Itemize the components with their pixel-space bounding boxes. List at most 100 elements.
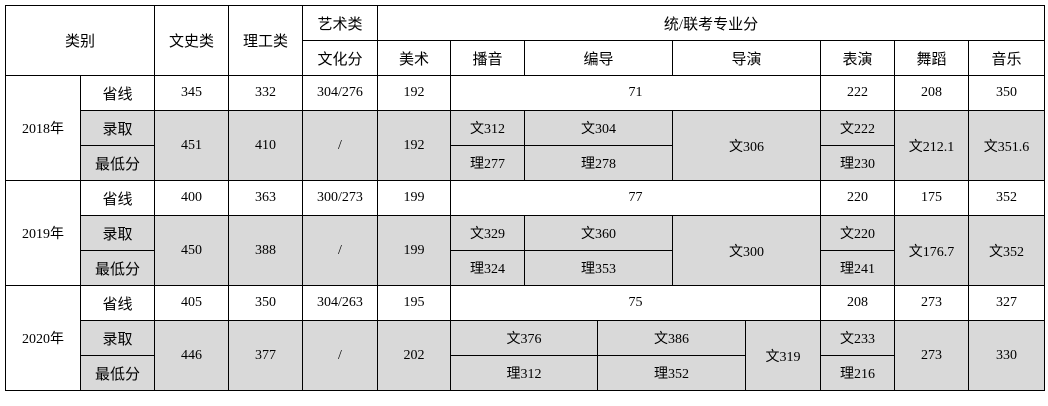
cell: 文300 bbox=[672, 215, 821, 286]
cell: 理312 bbox=[450, 355, 598, 391]
header-art: 艺术类 bbox=[302, 5, 378, 41]
cell: 理216 bbox=[820, 355, 895, 391]
cell: 文352 bbox=[968, 215, 1045, 286]
cell: 文319 bbox=[745, 320, 821, 391]
cell: 77 bbox=[450, 180, 821, 216]
row-label-admission: 录取 bbox=[80, 110, 155, 146]
cell: 理324 bbox=[450, 250, 525, 286]
row-label-admission: 录取 bbox=[80, 320, 155, 356]
cell: 199 bbox=[377, 180, 451, 216]
cell: 192 bbox=[377, 110, 451, 181]
cell: 222 bbox=[820, 75, 895, 111]
cell: 330 bbox=[968, 320, 1045, 391]
cell: 文312 bbox=[450, 110, 525, 146]
header-joint-exam: 统/联考专业分 bbox=[377, 5, 1045, 41]
header-row-2: 文化分 美术 播音 编导 导演 表演 舞蹈 音乐 bbox=[6, 40, 1045, 76]
header-dance: 舞蹈 bbox=[894, 40, 969, 76]
header-science: 理工类 bbox=[228, 5, 303, 76]
table-row: 录取 450 388 / 199 文329 文360 文300 文220 文17… bbox=[6, 215, 1045, 286]
cell: 文176.7 bbox=[894, 215, 969, 286]
cell: 400 bbox=[154, 180, 229, 216]
cell: 451 bbox=[154, 110, 229, 181]
cell: 192 bbox=[377, 75, 451, 111]
row-label-province: 省线 bbox=[80, 285, 155, 321]
header-category: 类别 bbox=[5, 5, 155, 76]
table-row: 2018年 省线 345 332 304/276 192 71 222 208 … bbox=[5, 75, 1045, 181]
cell: 理230 bbox=[820, 145, 895, 181]
cell: 文222 bbox=[820, 110, 895, 146]
cell: / bbox=[302, 110, 378, 181]
cell: 350 bbox=[228, 285, 303, 321]
header-acting: 表演 bbox=[820, 40, 895, 76]
cell: 理241 bbox=[820, 250, 895, 286]
cell: 304/276 bbox=[302, 75, 378, 111]
cell: 388 bbox=[228, 215, 303, 286]
header-music: 音乐 bbox=[968, 40, 1045, 76]
cell: 文329 bbox=[450, 215, 525, 251]
header-art-culture: 文化分 bbox=[302, 40, 378, 76]
row-label-province: 省线 bbox=[80, 75, 155, 111]
header-film-directing: 导演 bbox=[672, 40, 821, 76]
cell: 理278 bbox=[524, 145, 673, 181]
table-row: 最低分 理312 理352 理216 bbox=[6, 355, 1045, 391]
cell: 理353 bbox=[524, 250, 673, 286]
row-label-admission: 录取 bbox=[80, 215, 155, 251]
cell: / bbox=[302, 215, 378, 286]
cell: 202 bbox=[377, 320, 451, 391]
cell: 文306 bbox=[672, 110, 821, 181]
row-label-min-score: 最低分 bbox=[80, 145, 155, 181]
cell: / bbox=[302, 320, 378, 391]
cell: 175 bbox=[894, 180, 969, 216]
cell: 文304 bbox=[524, 110, 673, 146]
cell: 208 bbox=[894, 75, 969, 111]
cell: 273 bbox=[894, 285, 969, 321]
cell: 文376 bbox=[450, 320, 598, 356]
cell: 300/273 bbox=[302, 180, 378, 216]
cell: 220 bbox=[820, 180, 895, 216]
table-row: 录取 446 377 / 202 文376 文386 文319 文233 273… bbox=[6, 320, 1045, 391]
cell: 350 bbox=[968, 75, 1045, 111]
year-cell: 2018年 bbox=[5, 75, 81, 181]
cell: 文386 bbox=[597, 320, 746, 356]
header-directing: 编导 bbox=[524, 40, 673, 76]
cell: 304/263 bbox=[302, 285, 378, 321]
cell: 75 bbox=[450, 285, 821, 321]
cell: 文233 bbox=[820, 320, 895, 356]
cell: 345 bbox=[154, 75, 229, 111]
table-row: 2019年 省线 400 363 300/273 199 77 220 175 … bbox=[5, 180, 1045, 286]
cell: 450 bbox=[154, 215, 229, 286]
cell: 410 bbox=[228, 110, 303, 181]
cell: 352 bbox=[968, 180, 1045, 216]
cell: 文220 bbox=[820, 215, 895, 251]
cell: 195 bbox=[377, 285, 451, 321]
row-label-min-score: 最低分 bbox=[80, 250, 155, 286]
table-row: 2020年 省线 405 350 304/263 195 75 208 273 … bbox=[5, 285, 1045, 391]
header-row-1: 类别 文史类 理工类 艺术类 统/联考专业分 bbox=[5, 5, 1045, 76]
table-row: 录取 451 410 / 192 文312 文304 文306 文222 文21… bbox=[6, 110, 1045, 181]
table-row: 最低分 理324 理353 理241 bbox=[6, 250, 1045, 286]
cell: 332 bbox=[228, 75, 303, 111]
cell: 理352 bbox=[597, 355, 746, 391]
year-cell: 2019年 bbox=[5, 180, 81, 286]
row-label-province: 省线 bbox=[80, 180, 155, 216]
cell: 363 bbox=[228, 180, 303, 216]
cell: 377 bbox=[228, 320, 303, 391]
cell: 208 bbox=[820, 285, 895, 321]
header-broadcasting: 播音 bbox=[450, 40, 525, 76]
row-label-min-score: 最低分 bbox=[80, 355, 155, 391]
cell: 文212.1 bbox=[894, 110, 969, 181]
header-liberal-arts: 文史类 bbox=[154, 5, 229, 76]
cell: 文351.6 bbox=[968, 110, 1045, 181]
cell: 405 bbox=[154, 285, 229, 321]
cell: 327 bbox=[968, 285, 1045, 321]
cell: 273 bbox=[894, 320, 969, 391]
admission-score-table: 类别 文史类 理工类 艺术类 统/联考专业分 文化分 美术 播音 编导 导演 表… bbox=[5, 5, 1045, 391]
cell: 理277 bbox=[450, 145, 525, 181]
table-row: 最低分 理277 理278 理230 bbox=[6, 145, 1045, 181]
year-cell: 2020年 bbox=[5, 285, 81, 391]
cell: 199 bbox=[377, 215, 451, 286]
header-fine-arts: 美术 bbox=[377, 40, 451, 76]
cell: 446 bbox=[154, 320, 229, 391]
cell: 文360 bbox=[524, 215, 673, 251]
cell: 71 bbox=[450, 75, 821, 111]
